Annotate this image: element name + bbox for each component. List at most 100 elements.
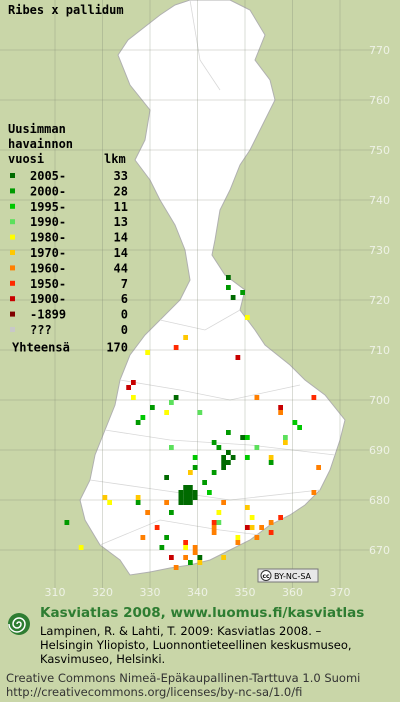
y-tick-label: 700 [369, 394, 390, 407]
y-tick-label: 680 [369, 494, 390, 507]
occurrence-cell [226, 460, 231, 465]
occurrence-cell [197, 560, 203, 565]
occurrence-cell [164, 410, 169, 415]
occurrence-cell [197, 410, 203, 415]
badge-circle [260, 570, 272, 581]
occurrence-cell [207, 490, 212, 495]
occurrence-cell [131, 380, 136, 385]
occurrence-cell [173, 345, 179, 350]
occurrence-cell [268, 530, 274, 535]
occurrence-cell [188, 490, 193, 495]
occurrence-cell [188, 485, 193, 490]
occurrence-cell [183, 540, 188, 545]
legend-label: 1980- [30, 231, 66, 245]
legend-heading: havainnon [8, 137, 73, 151]
occurrence-cell [173, 395, 179, 400]
occurrence-cell [211, 440, 217, 445]
occurrence-cell [249, 525, 255, 530]
occurrence-cell [135, 420, 141, 425]
x-tick-label: 330 [140, 586, 161, 599]
occurrence-cell [226, 430, 231, 435]
occurrence-cell [221, 555, 226, 560]
legend-swatch [10, 188, 15, 194]
occurrence-cell [169, 510, 174, 515]
occurrence-cell [164, 475, 169, 480]
occurrence-cell [150, 405, 155, 410]
legend-count: 11 [114, 200, 128, 214]
occurrence-cell [297, 425, 302, 430]
occurrence-cell [230, 295, 236, 300]
logo-spiral [8, 617, 26, 633]
occurrence-cell [245, 455, 250, 460]
legend-label: -1899 [30, 308, 66, 322]
occurrence-cell [245, 505, 250, 510]
legend-count: 6 [121, 292, 128, 306]
x-tick-label: 340 [187, 586, 208, 599]
occurrence-cell [164, 500, 169, 505]
y-tick-label: 740 [369, 194, 390, 207]
occurrence-cell [102, 495, 108, 500]
occurrence-cell [192, 550, 198, 555]
occurrence-cell [268, 455, 274, 460]
grid [0, 0, 380, 588]
occurrence-cell [183, 490, 188, 495]
legend-count: 7 [121, 277, 128, 291]
citation-line: Kasvimuseo, Helsinki. [40, 652, 165, 666]
y-tick-label: 770 [369, 44, 390, 57]
legend-swatch [10, 234, 15, 240]
occurrence-cell [145, 510, 150, 515]
occurrence-cell [131, 395, 136, 400]
y-tick-label: 760 [369, 94, 390, 107]
occurrence-cell [192, 490, 198, 495]
occurrence-cell [183, 495, 188, 500]
occurrence-cell [140, 535, 146, 540]
legend-count-heading: lkm [104, 152, 126, 166]
y-tick-label: 710 [369, 344, 390, 357]
occurrence-cell [178, 500, 184, 505]
occurrence-cell [283, 435, 288, 440]
occurrence-cell [183, 500, 188, 505]
occurrence-cell [211, 530, 217, 535]
occurrence-cell [235, 355, 241, 360]
occurrence-cell [107, 500, 112, 505]
occurrence-cell [221, 455, 226, 460]
legend-label: ??? [30, 323, 52, 337]
occurrence-cell [178, 490, 184, 495]
occurrence-cell [183, 555, 188, 560]
y-tick-label: 690 [369, 444, 390, 457]
legend-heading: Uusimman [8, 122, 66, 136]
legend-count: 33 [114, 169, 128, 183]
legend-swatch [10, 280, 15, 286]
legend-count: 44 [114, 261, 128, 275]
occurrence-cell [254, 445, 260, 450]
occurrence-cells [64, 275, 321, 570]
occurrence-cell [259, 525, 264, 530]
occurrence-cell [192, 495, 198, 500]
occurrence-cell [230, 455, 236, 460]
occurrence-cell [188, 500, 193, 505]
occurrence-cell [154, 525, 160, 530]
legend-count: 0 [121, 323, 128, 337]
occurrence-cell [169, 445, 174, 450]
y-tick-label: 720 [369, 294, 390, 307]
occurrence-cell [192, 545, 198, 550]
occurrence-cell [283, 440, 288, 445]
occurrence-cell [235, 535, 241, 540]
occurrence-cell [192, 465, 198, 470]
occurrence-cell [183, 335, 188, 340]
occurrence-cell [64, 520, 70, 525]
occurrence-cell [178, 495, 184, 500]
legend-swatch [10, 327, 15, 332]
legend-label: 1990- [30, 215, 66, 229]
legend-total: 170 [106, 340, 128, 354]
occurrence-cell [169, 400, 174, 405]
legend-count: 14 [114, 231, 128, 245]
occurrence-cell [235, 540, 241, 545]
finland-outline [79, 0, 346, 576]
badge-box [257, 568, 319, 583]
occurrence-cell [226, 450, 231, 455]
occurrence-cell [316, 465, 321, 470]
legend-count: 28 [114, 184, 128, 198]
occurrence-cell [183, 485, 188, 490]
